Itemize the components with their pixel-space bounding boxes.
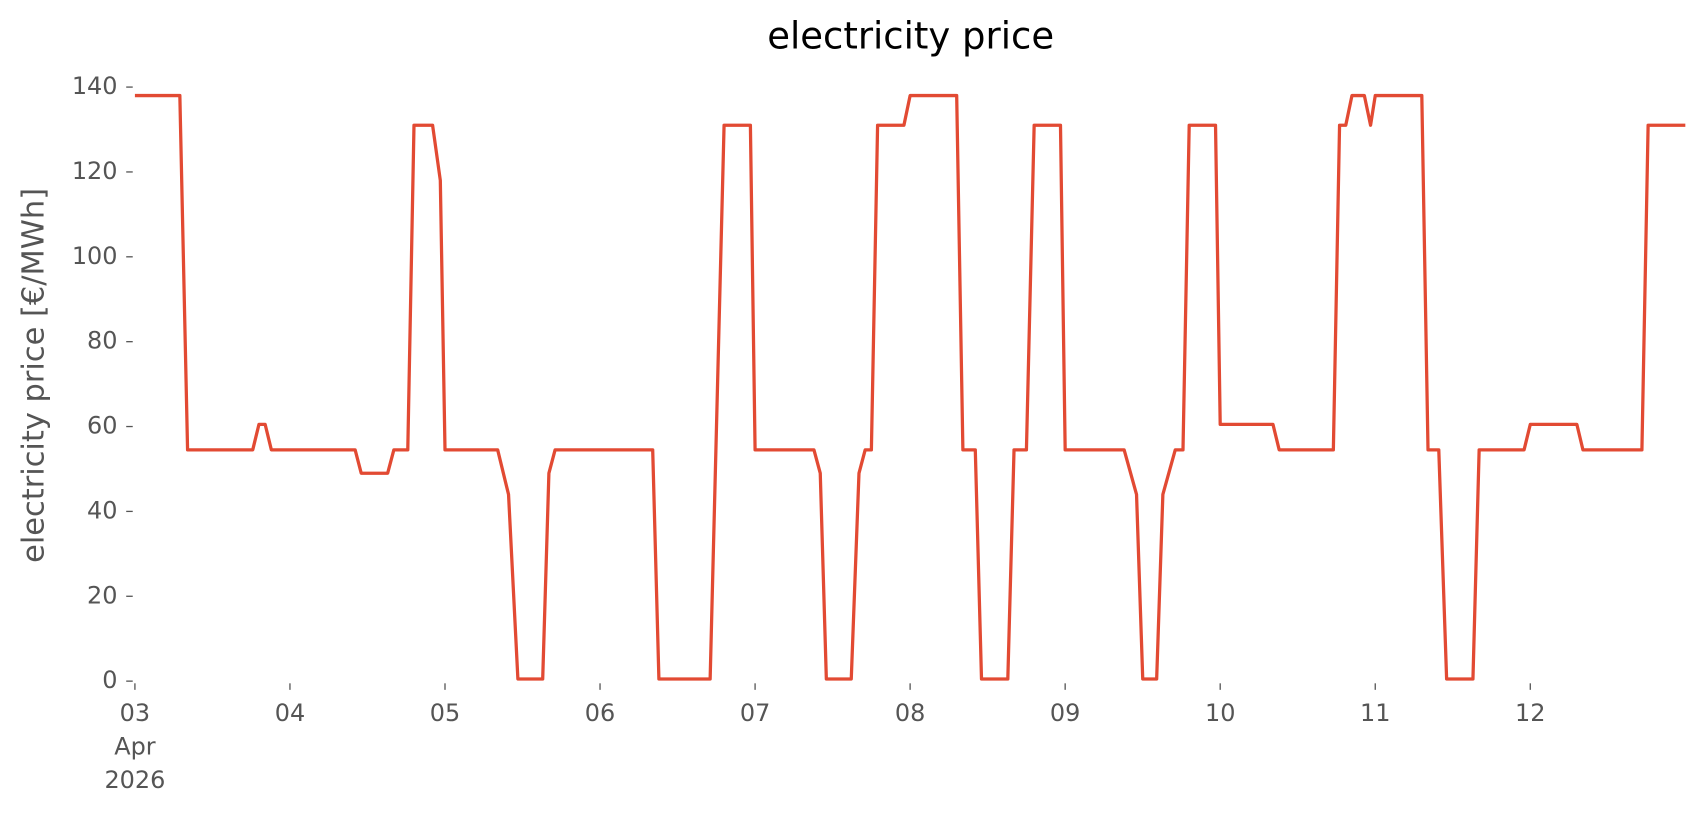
y-tick-label: 20 <box>87 581 117 609</box>
y-tick-label: 80 <box>87 327 117 355</box>
chart-title: electricity price <box>767 15 1054 58</box>
x-tick-label: 12 <box>1515 699 1545 727</box>
y-tick-label: 140 <box>72 72 118 100</box>
y-axis-label: electricity price [€/MWh] <box>16 188 51 563</box>
y-tick-label: 40 <box>87 496 117 524</box>
price-line <box>134 93 1686 681</box>
x-tick-label: 07 <box>740 699 770 727</box>
x-tick-label: 06 <box>585 699 615 727</box>
x-tick-label: 10 <box>1205 699 1235 727</box>
x-tick-label: 09 <box>1050 699 1080 727</box>
x-tick-label: 05 <box>430 699 460 727</box>
y-tick-label: 60 <box>87 412 117 440</box>
x-tick-label: 11 <box>1360 699 1390 727</box>
y-tick-label: 0 <box>102 666 117 694</box>
x-tick-label: 08 <box>895 699 925 727</box>
plot-area: 0 20 40 60 80 100 120 140 03 Apr 2026 04 05 06 07 08 09 1… <box>72 72 1686 794</box>
x-tick-label: 04 <box>275 699 305 727</box>
y-tick-label: 100 <box>72 242 118 270</box>
y-tick-label: 120 <box>72 157 118 185</box>
x-tick-label: 03 Apr 2026 <box>104 699 165 794</box>
